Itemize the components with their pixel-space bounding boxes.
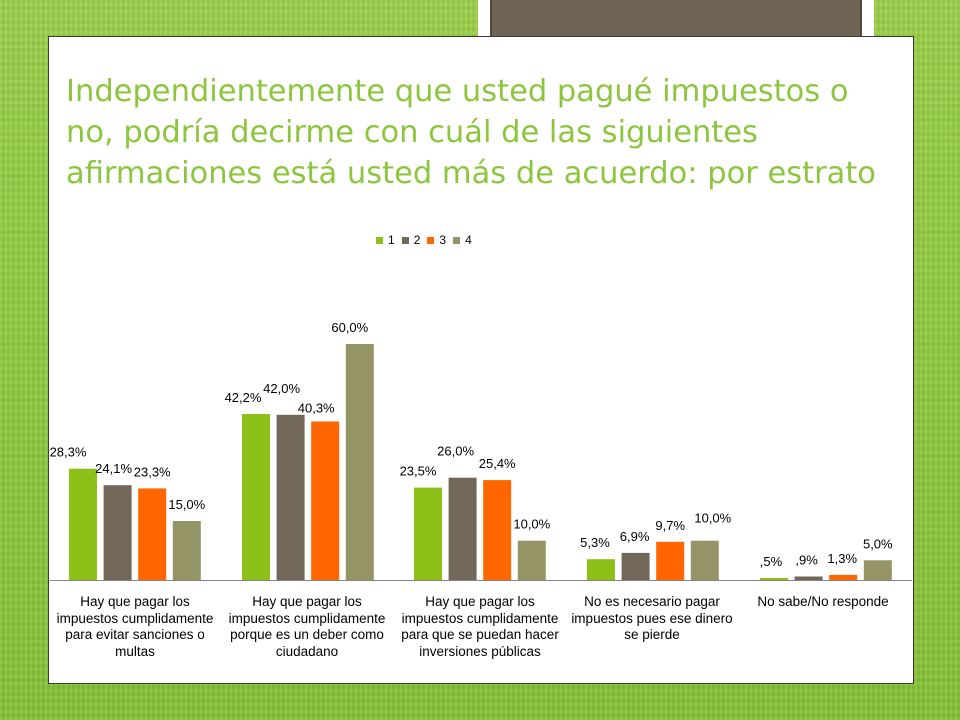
bar-series-2-cat-1 [103,485,132,580]
data-label-series-1-cat-4: 5,3% [580,535,610,550]
x-tick-label-4: No es necesario pagar impuestos pues ese… [571,594,733,643]
data-label-series-3-cat-2: 40,3% [298,401,335,416]
data-label-series-3-cat-5: 1,3% [827,551,857,566]
legend-label-1: 1 [388,233,395,247]
data-label-series-4-cat-1: 15,0% [168,497,205,512]
bar-series-2-cat-3 [448,477,477,580]
bar-series-4-cat-3 [517,540,546,580]
bar-series-4-cat-2 [345,344,374,580]
data-label-series-3-cat-4: 9,7% [655,518,685,533]
legend-swatch-3 [427,236,435,244]
bar-series-3-cat-1 [138,488,167,580]
x-tick-label-3: Hay que pagar los impuestos cumplidament… [401,594,559,659]
legend-label-3: 3 [439,233,447,247]
legend-label-2: 2 [413,233,421,247]
bar-series-1-cat-4 [587,559,615,580]
data-label-series-1-cat-2: 42,2% [225,390,262,405]
chart-legend: 1 2 3 4 [376,232,472,248]
x-tick-label-1: Hay que pagar los impuestos cumplidament… [56,594,214,659]
bar-series-1-cat-3 [414,487,442,580]
legend-item-1: 1 [376,233,395,247]
bar-series-2-cat-4 [621,552,650,580]
x-tick-label-2: Hay que pagar los impuestos cumplidament… [228,594,386,659]
x-tick-label-5: No sabe/No responde [757,594,889,609]
data-label-series-3-cat-3: 25,4% [479,456,516,471]
bar-series-3-cat-5 [829,574,858,580]
bar-series-2-cat-2 [276,414,305,580]
bar-series-4-cat-5 [863,560,892,580]
legend-item-2: 2 [401,233,421,247]
data-label-series-3-cat-1: 23,3% [134,464,171,479]
data-label-series-2-cat-1: 24,1% [95,461,132,476]
legend-label-4: 4 [465,233,472,247]
bar-series-1-cat-2 [242,414,270,580]
data-label-series-2-cat-2: 42,0% [263,381,300,396]
bar-series-1-cat-1 [69,468,97,580]
data-label-series-4-cat-4: 10,0% [694,511,731,526]
bar-series-2-cat-5 [794,576,823,580]
slide-title: Independientemente que usted pagué impue… [66,74,876,191]
bar-series-3-cat-2 [311,421,340,580]
bar-series-4-cat-4 [690,540,719,580]
bar-series-1-cat-5 [760,578,788,580]
legend-item-3: 3 [427,233,446,247]
data-label-series-2-cat-4: 6,9% [620,529,650,544]
data-label-series-1-cat-1: 28,3% [50,445,87,460]
data-label-series-4-cat-5: 5,0% [863,536,893,551]
legend-item-4: 4 [453,233,472,247]
bar-series-3-cat-3 [483,480,512,580]
data-label-series-1-cat-3: 23,5% [400,464,437,479]
legend-swatch-2 [401,236,409,244]
data-label-series-2-cat-3: 26,0% [437,444,474,459]
bar-series-3-cat-4 [656,541,685,580]
legend-swatch-1 [376,236,383,244]
data-label-series-2-cat-5: ,9% [795,553,818,568]
data-label-series-4-cat-3: 10,0% [513,517,550,532]
data-label-series-4-cat-2: 60,0% [331,320,368,335]
bar-series-4-cat-1 [172,521,201,580]
data-label-series-1-cat-5: ,5% [760,554,783,569]
legend-swatch-4 [453,236,461,244]
